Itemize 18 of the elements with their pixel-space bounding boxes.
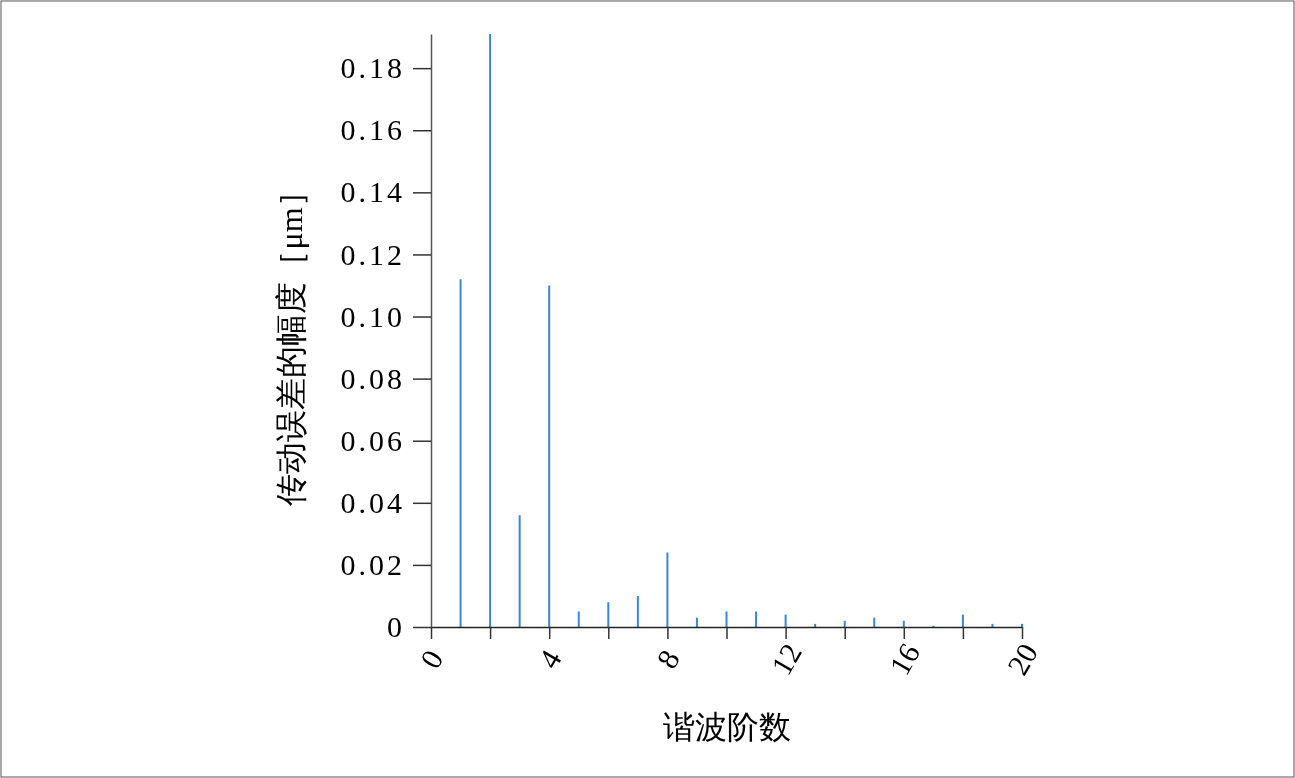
y-tick-label: 0.02 <box>340 548 405 582</box>
y-tick-label: 0 <box>387 610 405 644</box>
y-tick-label: 0.04 <box>340 485 405 519</box>
x-tick-label: 4 <box>531 644 568 674</box>
x-tick-label: 8 <box>649 644 686 674</box>
x-tick-label: 0 <box>413 644 450 674</box>
x-tick-label: 12 <box>764 637 808 681</box>
y-tick-label: 0.18 <box>340 51 405 85</box>
y-tick-label: 0.14 <box>340 175 405 209</box>
x-tick-label: 16 <box>882 637 927 681</box>
y-tick-label: 0.06 <box>340 423 405 457</box>
y-tick-label: 0.08 <box>340 361 405 395</box>
x-tick-label: 20 <box>1000 637 1045 681</box>
y-tick-label: 0.12 <box>340 237 405 271</box>
y-tick-label: 0.16 <box>340 113 405 147</box>
y-axis-title: 传动误差的幅度［μm］ <box>273 175 309 506</box>
y-tick-label: 0.10 <box>340 299 405 333</box>
x-axis-title: 谐波阶数 <box>662 709 791 745</box>
